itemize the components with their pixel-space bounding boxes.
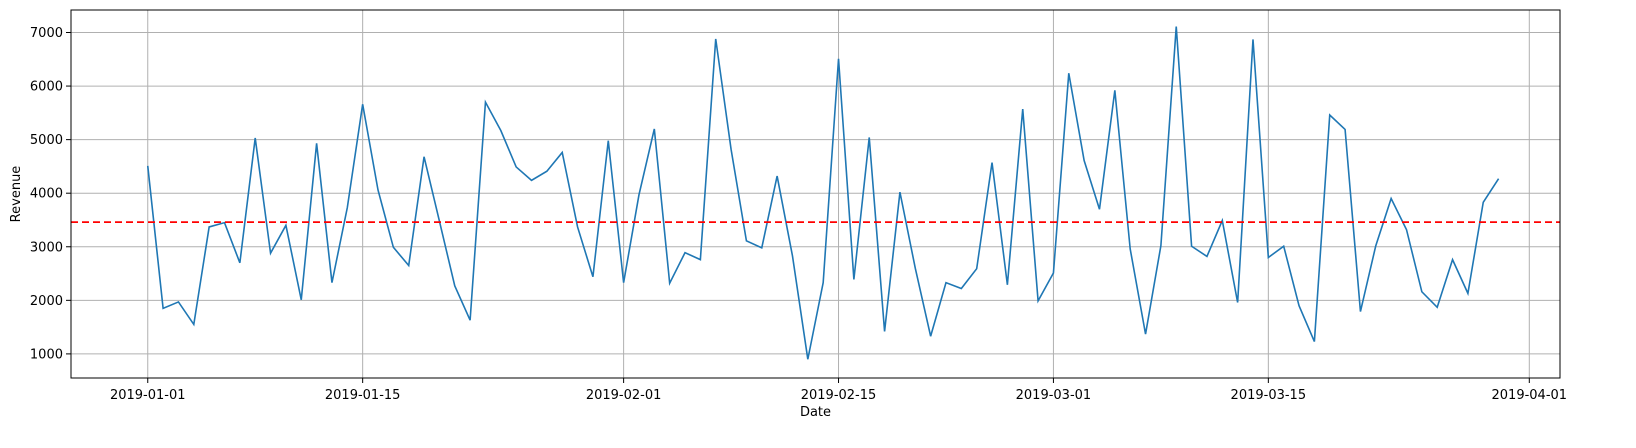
- x-tick-label: 2019-01-01: [110, 388, 186, 403]
- y-tick-label: 1000: [30, 347, 63, 362]
- x-tick-label: 2019-04-01: [1492, 388, 1568, 403]
- x-tick-label: 2019-03-01: [1016, 388, 1092, 403]
- x-axis-label: Date: [800, 405, 831, 420]
- x-axis-ticks: 2019-01-01 2019-01-15 2019-02-01 2019-02-15…: [110, 378, 1567, 403]
- x-tick-label: 2019-01-15: [325, 388, 401, 403]
- revenue-series-line: [146, 26, 1500, 360]
- y-tick-label: 4000: [30, 187, 63, 202]
- y-tick-label: 2000: [30, 294, 63, 309]
- y-tick-label: 7000: [30, 26, 63, 41]
- grid-lines: [71, 10, 1560, 378]
- x-tick-label: 2019-02-01: [586, 388, 662, 403]
- y-axis-ticks: 1000 2000 3000 4000 5000 6000 7000: [30, 26, 71, 362]
- x-tick-label: 2019-03-15: [1231, 388, 1307, 403]
- y-tick-label: 5000: [30, 133, 63, 148]
- plot-frame: [70, 9, 1561, 379]
- y-tick-label: 3000: [30, 240, 63, 255]
- x-tick-label: 2019-02-15: [801, 388, 877, 403]
- y-tick-label: 6000: [30, 80, 63, 95]
- y-axis-label: Revenue: [9, 166, 24, 223]
